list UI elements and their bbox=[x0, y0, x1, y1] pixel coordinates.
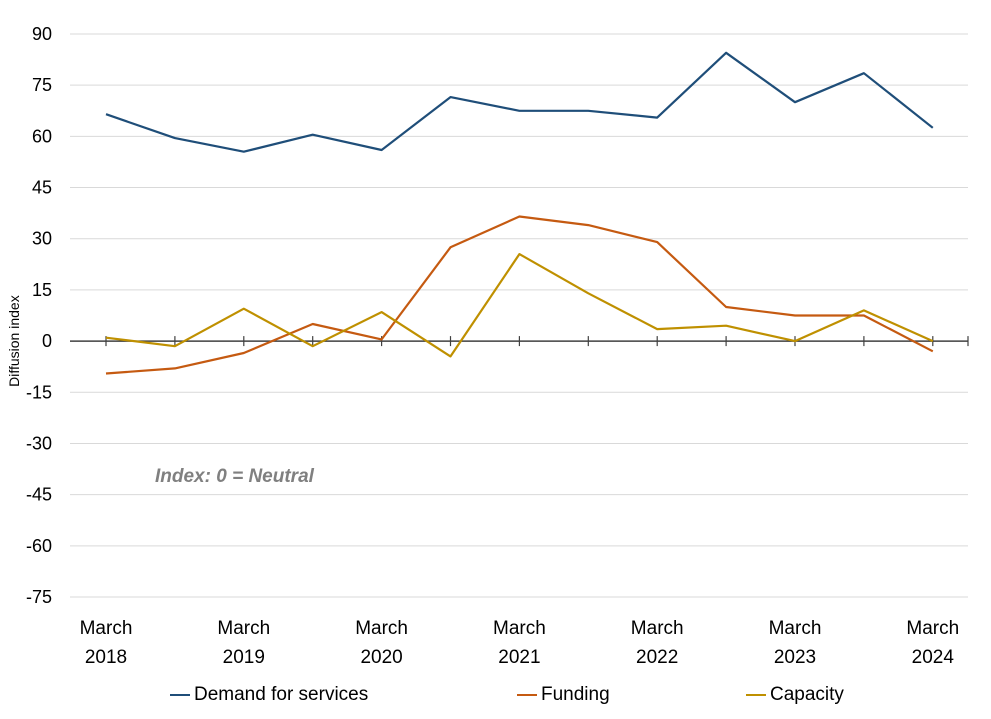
y-tick-label: 90 bbox=[32, 24, 52, 44]
y-tick-label: -75 bbox=[26, 587, 52, 607]
x-tick-label: 2021 bbox=[498, 647, 540, 668]
x-tick-label: 2018 bbox=[85, 647, 127, 668]
legend-label-funding: Funding bbox=[541, 684, 610, 705]
y-tick-label: 15 bbox=[32, 280, 52, 300]
x-tick-label: March bbox=[906, 618, 959, 639]
series-line-0 bbox=[105, 51, 934, 153]
x-tick-label: 2023 bbox=[774, 647, 816, 668]
line-chart: 90 75 60 45 30 15 0 -15 -30 -45 -60 -75 Diffusion in… bbox=[6, 24, 969, 668]
x-tick-label: 2022 bbox=[636, 647, 678, 668]
x-tick-label: 2020 bbox=[360, 647, 402, 668]
y-axis-title: Diffusion index bbox=[6, 295, 22, 387]
y-tick-label: 75 bbox=[32, 75, 52, 95]
x-tick-label: March bbox=[631, 618, 684, 639]
y-tick-label: -60 bbox=[26, 536, 52, 556]
y-tick-label: -30 bbox=[26, 433, 52, 453]
legend-swatch-funding bbox=[517, 694, 537, 696]
y-tick-label: -15 bbox=[26, 382, 52, 402]
series-line-1 bbox=[105, 215, 934, 375]
y-tick-label: 0 bbox=[42, 331, 52, 351]
annotation-neutral: Index: 0 = Neutral bbox=[155, 466, 314, 487]
y-tick-label: -45 bbox=[26, 485, 52, 505]
y-tick-label: 60 bbox=[32, 126, 52, 146]
legend-label-capacity: Capacity bbox=[770, 684, 844, 705]
legend-swatch-demand bbox=[170, 694, 190, 696]
x-tick-label: 2024 bbox=[912, 647, 955, 668]
legend-item-capacity: Capacity bbox=[746, 684, 844, 706]
y-tick-label: 30 bbox=[32, 229, 52, 249]
y-tick-label: 45 bbox=[32, 178, 52, 198]
x-tick-label: March bbox=[769, 618, 822, 639]
x-tick-label: March bbox=[493, 618, 546, 639]
legend: Demand for services Funding Capacity bbox=[0, 684, 991, 712]
x-tick-label: March bbox=[355, 618, 408, 639]
x-tick-label: March bbox=[80, 618, 133, 639]
legend-item-demand: Demand for services bbox=[170, 684, 368, 706]
x-tick-label: March bbox=[217, 618, 270, 639]
series-line-2 bbox=[105, 253, 934, 358]
x-tick-label: 2019 bbox=[223, 647, 265, 668]
legend-item-funding: Funding bbox=[517, 684, 610, 706]
legend-swatch-capacity bbox=[746, 694, 766, 696]
legend-label-demand: Demand for services bbox=[194, 684, 369, 705]
